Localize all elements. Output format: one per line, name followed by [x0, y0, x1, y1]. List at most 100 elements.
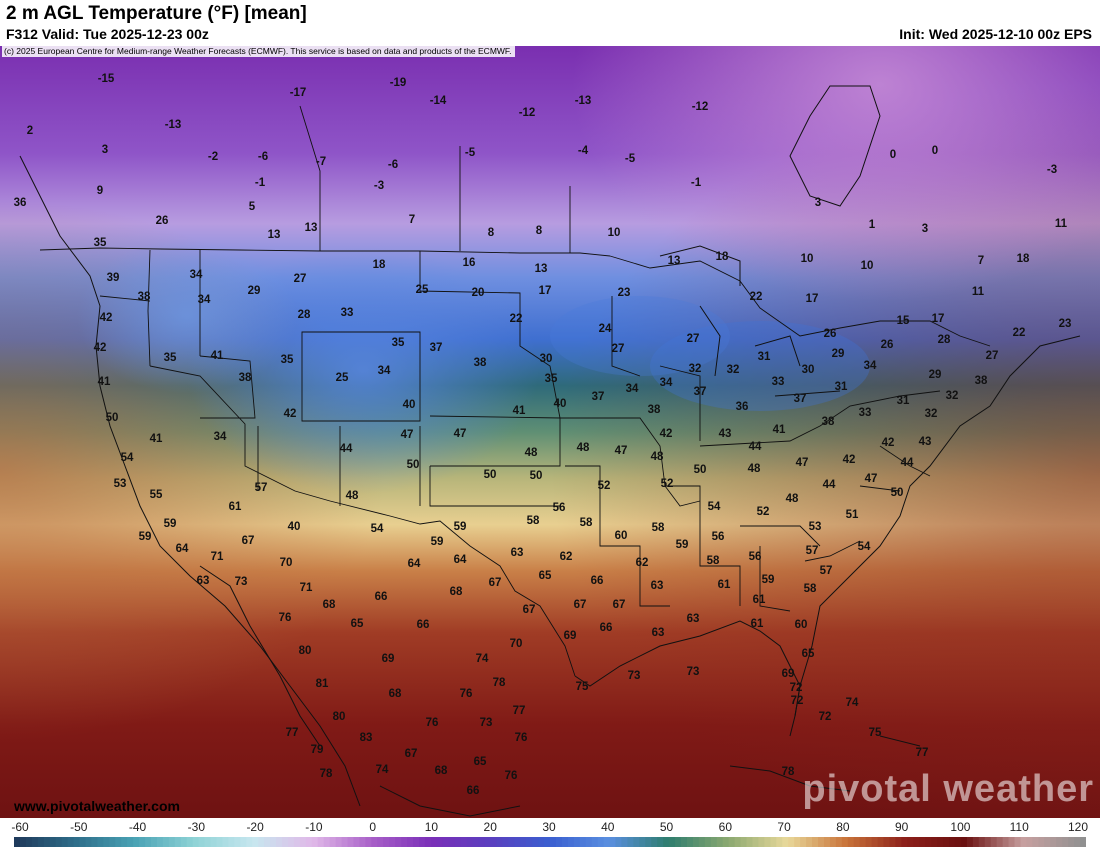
colorbar-cell: [847, 837, 855, 847]
colorbar-cell: [276, 837, 283, 847]
colorbar-cell: [818, 837, 825, 847]
temp-label: 75: [869, 727, 882, 739]
temp-label: 26: [156, 215, 169, 227]
colorbar-cell: [740, 837, 748, 847]
colorbar-cell: [353, 837, 361, 847]
temp-label: 41: [98, 376, 111, 388]
colorbar-cell: [478, 837, 486, 847]
temp-label: 34: [214, 431, 227, 443]
colorbar-cell: [978, 837, 986, 847]
colorbar-tick: -60: [11, 820, 29, 834]
colorbar-cell: [490, 837, 497, 847]
temp-label: 20: [472, 287, 485, 299]
temp-label: 0: [890, 149, 896, 161]
colorbar-cell: [585, 837, 593, 847]
colorbar-cell: [698, 837, 706, 847]
temp-label: 35: [392, 337, 405, 349]
colorbar-cell: [889, 837, 897, 847]
colorbar-cell: [156, 837, 164, 847]
map-title: 2 m AGL Temperature (°F) [mean]: [6, 3, 307, 24]
colorbar-cell: [972, 837, 980, 847]
colorbar-cell: [1068, 837, 1075, 847]
temp-label: 78: [493, 677, 506, 689]
colorbar-tick: 30: [542, 820, 556, 834]
temp-label: -3: [1047, 164, 1057, 176]
temp-label: 63: [511, 547, 524, 559]
colorbar-cell: [204, 837, 212, 847]
colorbar-tick: 100: [950, 820, 971, 834]
temp-label: -13: [575, 95, 592, 107]
colorbar-cell: [788, 837, 795, 847]
temp-label: 29: [929, 369, 942, 381]
temp-label: 66: [591, 575, 604, 587]
temp-label: 76: [460, 688, 473, 700]
colorbar-cell: [145, 837, 152, 847]
ecmwf-credit: (c) 2025 European Centre for Medium-rang…: [2, 46, 515, 57]
colorbar-cell: [865, 837, 873, 847]
colorbar-cell: [401, 837, 408, 847]
temp-label: 32: [925, 408, 938, 420]
temp-label: 44: [749, 441, 762, 453]
temp-label: 61: [718, 579, 731, 591]
colorbar-cell: [436, 837, 444, 847]
temp-label: 68: [450, 586, 463, 598]
colorbar-cell: [984, 837, 992, 847]
colorbar-cell: [704, 837, 712, 847]
temp-label: 40: [288, 521, 301, 533]
temp-label: 64: [408, 558, 421, 570]
colorbar-cell: [960, 837, 968, 847]
temp-label: 73: [687, 666, 700, 678]
colorbar-cell: [73, 837, 81, 847]
temp-label: 29: [248, 285, 261, 297]
temp-label: 71: [211, 551, 224, 563]
temp-label: 40: [554, 398, 567, 410]
temperature-map[interactable]: -15 -17 -19 -14 -13 -12 -12 -13 2 3 -2 -6 -7 -6 -5 -4 -5…: [0, 46, 1100, 818]
colorbar-cell: [532, 837, 539, 847]
temp-label: 34: [864, 360, 877, 372]
colorbar-cell: [424, 837, 432, 847]
temp-label: 67: [405, 748, 418, 760]
colorbar-cell: [317, 837, 325, 847]
colorbar-cell: [895, 837, 902, 847]
site-url[interactable]: www.pivotalweather.com: [14, 798, 180, 814]
colorbar-strip: [14, 837, 1086, 847]
colorbar-cell: [633, 837, 640, 847]
temp-label: 3: [922, 223, 928, 235]
temp-label: 47: [615, 445, 628, 457]
temp-label: -15: [98, 73, 115, 85]
temp-label: -12: [519, 107, 536, 119]
temp-label: 25: [336, 372, 349, 384]
colorbar-cell: [1008, 837, 1016, 847]
colorbar-cell: [377, 837, 384, 847]
colorbar-cell: [645, 837, 652, 847]
temp-label: 80: [299, 645, 312, 657]
colorbar-cell: [550, 837, 557, 847]
temp-label: 50: [484, 469, 497, 481]
temp-label: 47: [796, 457, 809, 469]
init-time: Init: Wed 2025-12-10 00z EPS: [899, 26, 1092, 42]
temp-label: 8: [536, 225, 543, 237]
temp-label: 78: [320, 768, 333, 780]
colorbar-cell: [990, 837, 998, 847]
temp-label: 27: [612, 343, 625, 355]
colorbar-tick: -10: [305, 820, 323, 834]
temp-label: -14: [430, 95, 447, 107]
temp-label: -13: [165, 119, 182, 131]
temp-label: 52: [661, 478, 674, 490]
colorbar-cell: [442, 837, 450, 847]
temp-label: 15: [897, 315, 910, 327]
temp-label: 56: [712, 531, 725, 543]
temp-label: 35: [94, 237, 107, 249]
temp-label: 32: [727, 364, 740, 376]
temp-label: 41: [211, 350, 224, 362]
temp-label: 23: [1059, 318, 1072, 330]
colorbar-cell: [996, 837, 1004, 847]
colorbar-cell: [591, 837, 599, 847]
temp-label: 61: [751, 618, 764, 630]
colorbar-cell: [252, 837, 259, 847]
temp-label: -5: [465, 147, 476, 159]
temp-label: 66: [375, 591, 388, 603]
colorbar-cell: [37, 837, 45, 847]
colorbar-cell: [19, 837, 27, 847]
